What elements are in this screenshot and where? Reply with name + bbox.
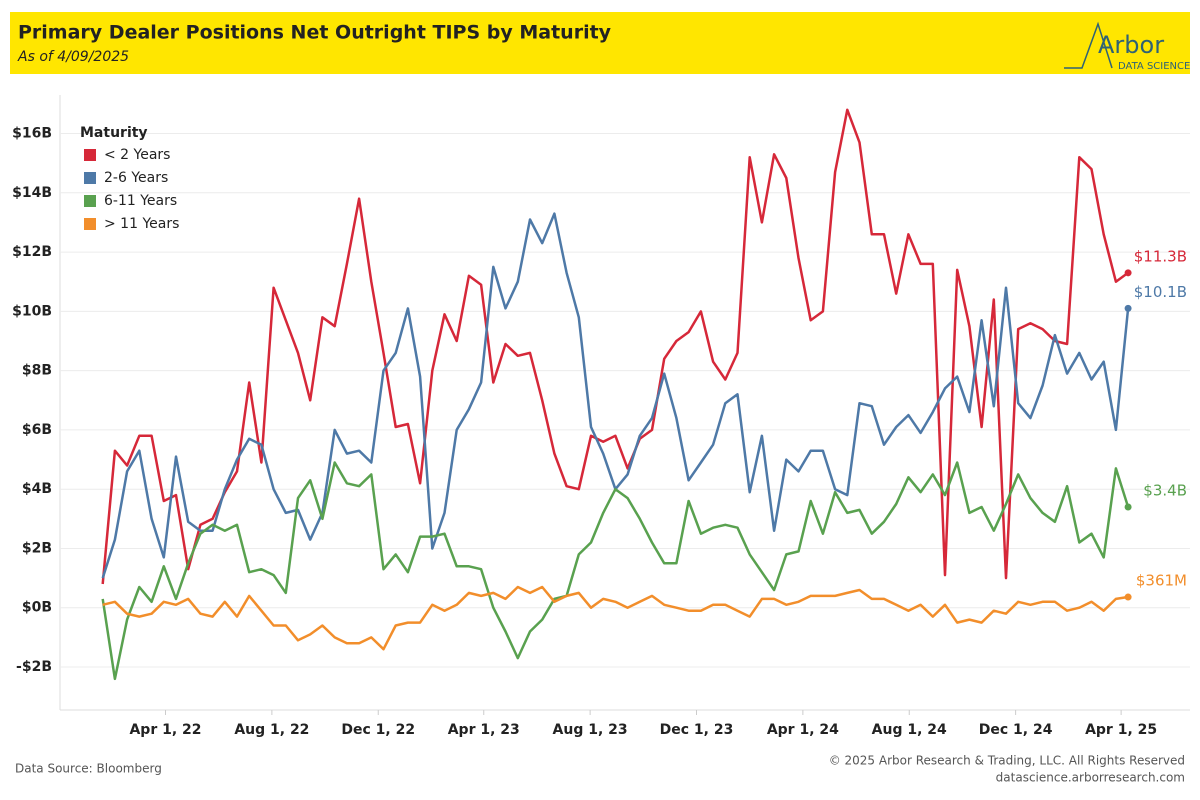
y-tick-label: $4B [22,481,52,497]
y-tick-label: $8B [22,363,52,379]
y-tick-label: $16B [12,126,52,142]
end-point [1124,593,1132,601]
header-band [10,12,1190,74]
legend-title: Maturity [80,125,148,141]
grid: -$2B $0B $2B $4B $6B $8B $10B $12B $14B $16B Apr 1… [12,126,1190,738]
x-tick-label: Dec 1, 23 [660,722,734,738]
legend-label: 6-11 Years [104,193,177,209]
legend-label: < 2 Years [104,147,170,163]
legend-swatch [84,149,96,161]
legend-swatch [84,195,96,207]
x-tick-label: Dec 1, 22 [341,722,415,738]
legend-swatch [84,218,96,230]
series-line [101,108,1129,585]
x-tick-label: Apr 1, 23 [448,722,520,738]
end-point [1124,304,1132,312]
plot-area: $11.3B $10.1B $3.4B $361M [101,108,1187,681]
series-line [101,461,1130,681]
y-tick-label: $12B [12,244,52,260]
value-label: $11.3B [1134,247,1187,265]
y-tick-label: -$2B [16,659,52,675]
x-tick-label: Apr 1, 22 [129,722,201,738]
legend-swatch [84,172,96,184]
x-tick-label: Aug 1, 22 [234,722,309,738]
chart-title: Primary Dealer Positions Net Outright TI… [18,22,612,44]
y-tick-label: $10B [12,303,52,319]
y-tick-label: $14B [12,185,52,201]
x-tick-label: Apr 1, 24 [767,722,839,738]
series-line [101,212,1130,579]
value-label: $3.4B [1143,481,1187,499]
end-point [1124,503,1132,511]
website: datascience.arborresearch.com [996,771,1185,785]
x-tick-label: Aug 1, 24 [872,722,947,738]
chart-subtitle: As of 4/09/2025 [17,49,129,65]
x-tick-label: Aug 1, 23 [553,722,628,738]
value-label: $361M [1136,572,1187,590]
source: Data Source: Bloomberg [15,762,162,776]
legend-label: > 11 Years [104,216,179,232]
series-line [102,585,1129,651]
x-tick-label: Apr 1, 25 [1085,722,1157,738]
legend: Maturity < 2 Years 2-6 Years 6-11 Years > 1… [80,125,179,232]
logo-tagline: DATA SCIENCE [1118,61,1190,72]
value-label: $10.1B [1134,283,1187,301]
copyright: © 2025 Arbor Research & Trading, LLC. Al… [829,754,1185,768]
x-tick-label: Dec 1, 24 [979,722,1053,738]
y-tick-label: $2B [22,540,52,556]
logo-mark [1064,21,1113,69]
legend-label: 2-6 Years [104,170,168,186]
end-point [1124,269,1132,277]
y-tick-label: $6B [22,422,52,438]
logo-name: Arbor [1098,31,1164,59]
y-tick-label: $0B [22,600,52,616]
